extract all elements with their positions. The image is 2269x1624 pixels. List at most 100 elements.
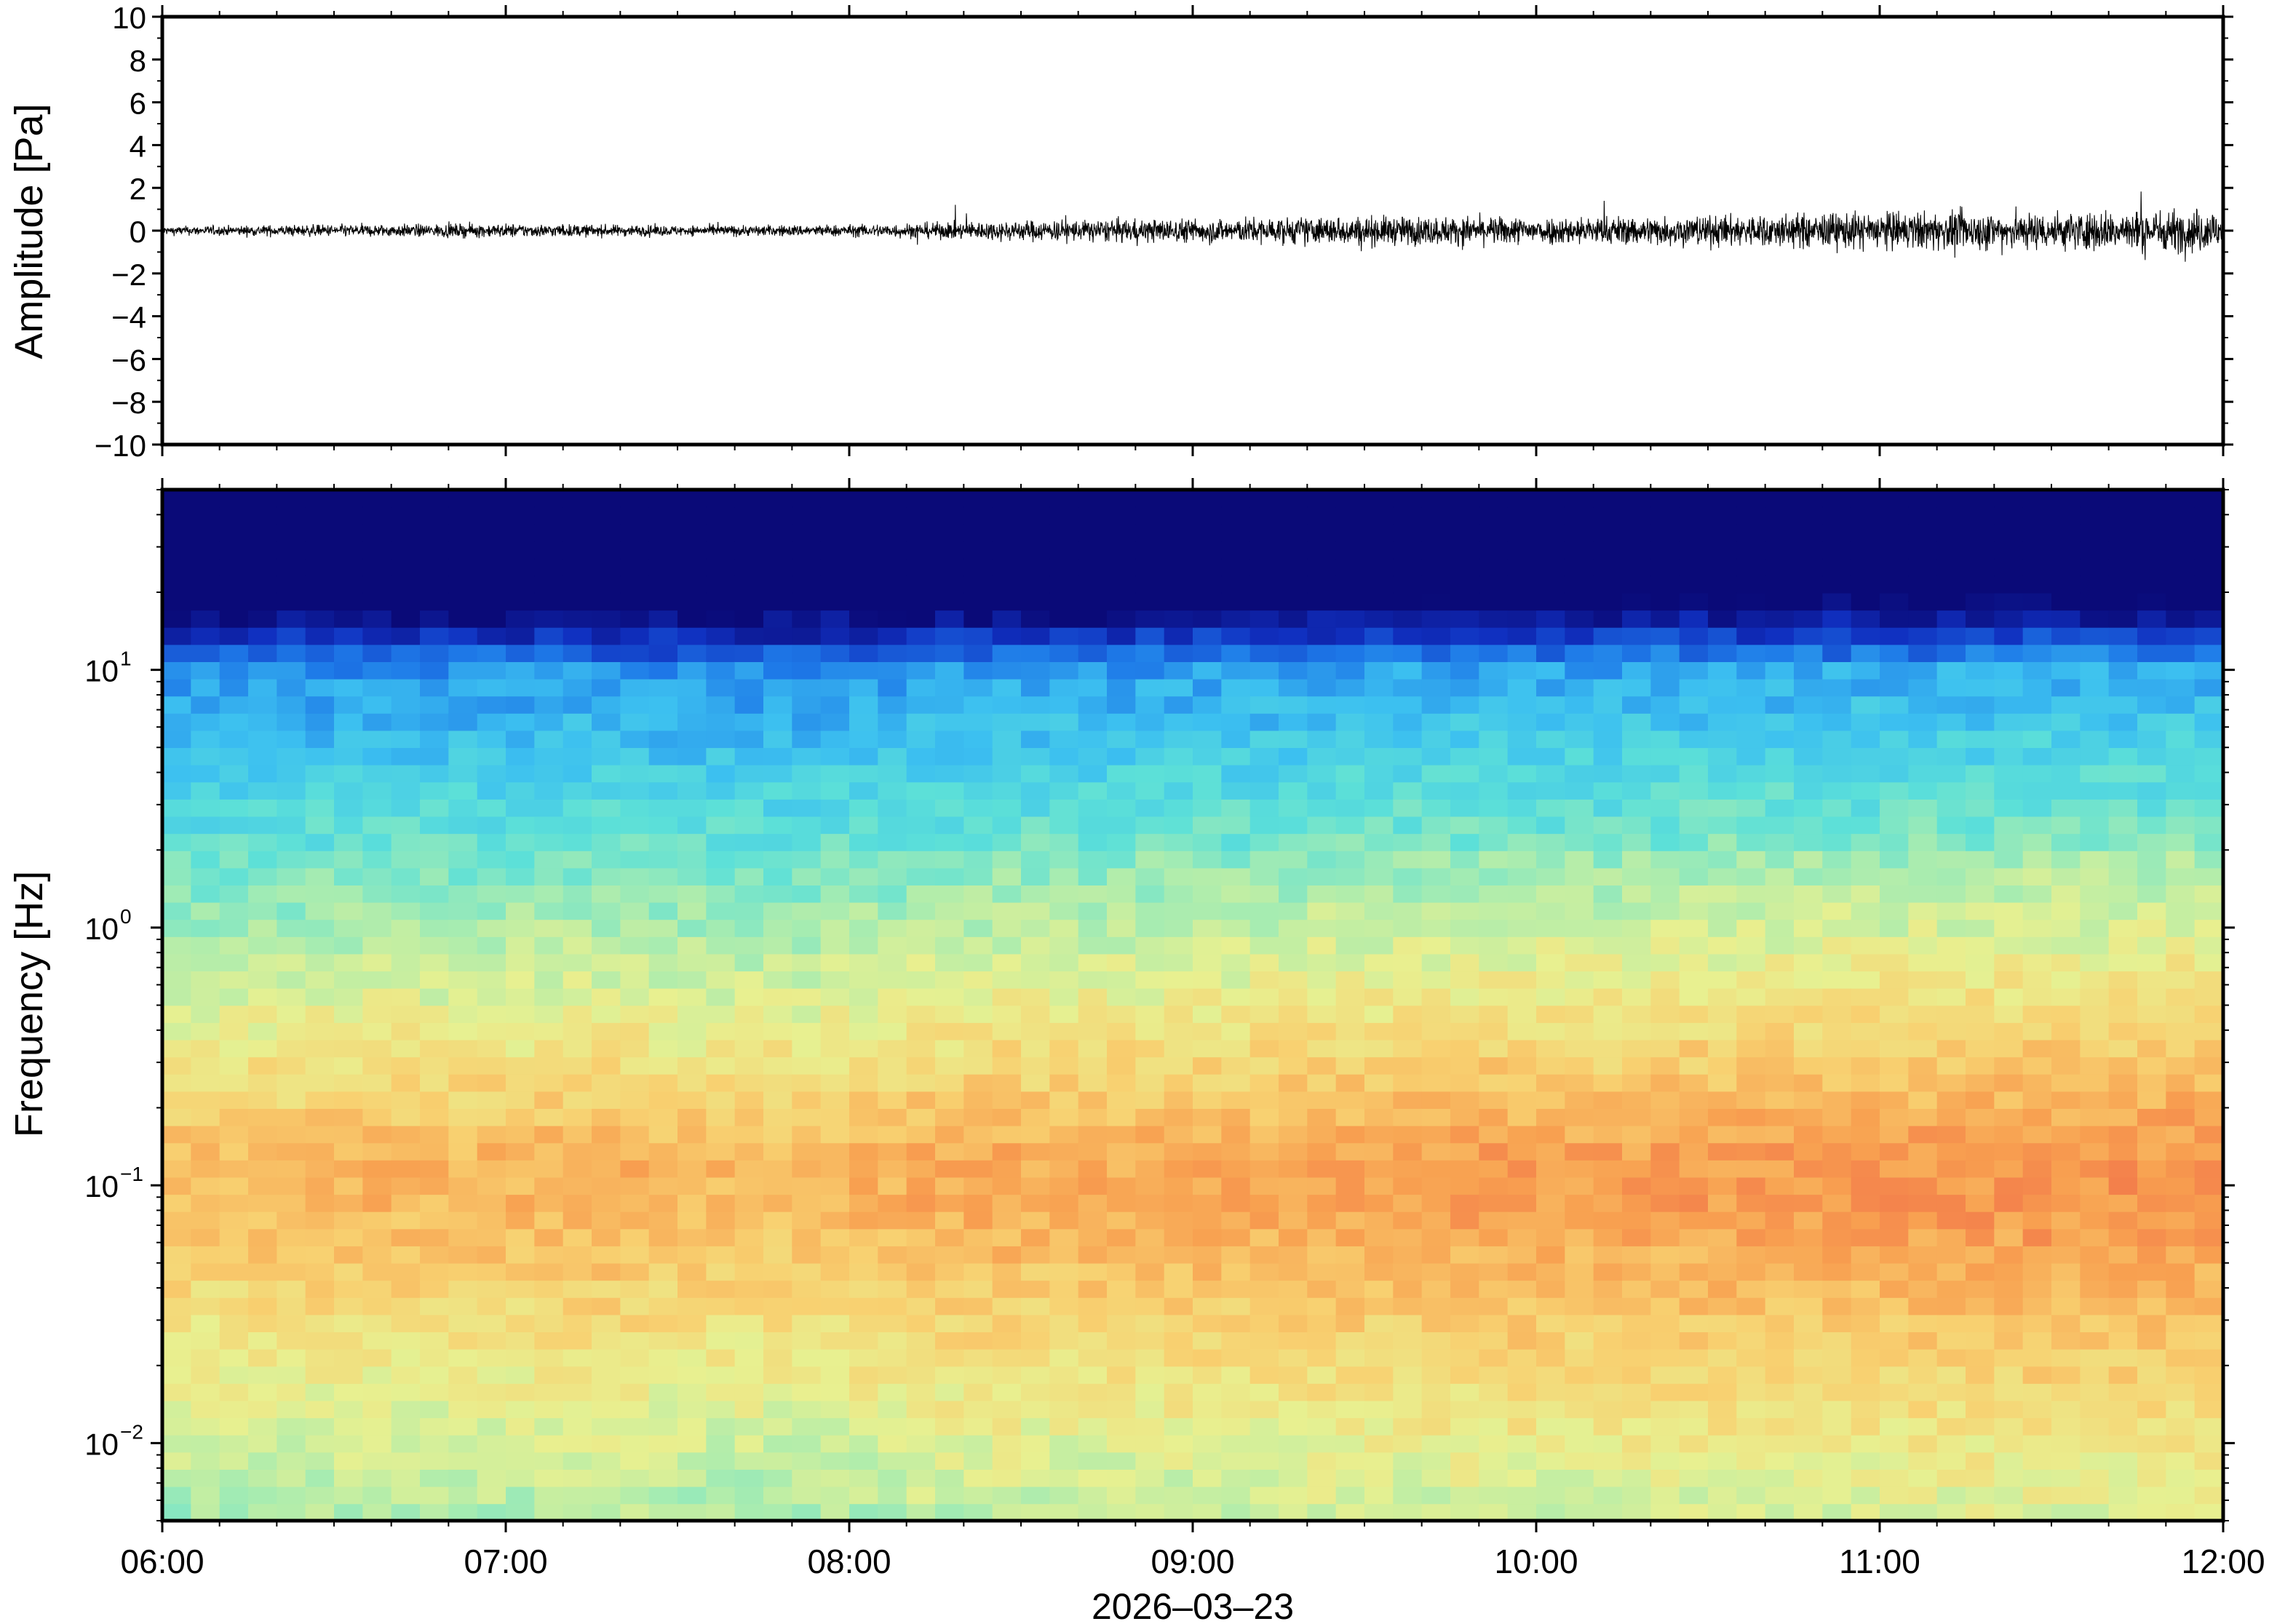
spectrogram-cell <box>906 1280 936 1298</box>
spectrogram-cell <box>792 1383 822 1401</box>
spectrogram-cell <box>1479 713 1509 731</box>
spectrogram-cell <box>935 781 965 800</box>
spectrogram-cell <box>1622 1091 1652 1109</box>
spectrogram-cell <box>1679 1280 1709 1298</box>
spectrogram-cell <box>1164 1108 1193 1126</box>
spectrogram-cell <box>1450 1194 1480 1212</box>
spectrogram-cell <box>506 1400 536 1419</box>
spectrogram-cell <box>2051 592 2081 611</box>
spectrogram-cell <box>1021 816 1051 835</box>
spectrogram-cell <box>1450 747 1480 765</box>
spectrogram-cell <box>1593 1039 1623 1058</box>
spectrogram-cell <box>420 799 450 817</box>
spectrogram-cell <box>2137 1486 2167 1505</box>
spectrogram-cell <box>1221 1262 1251 1281</box>
spectrogram-cell <box>1021 1486 1051 1505</box>
spectrogram-cell <box>334 1246 364 1264</box>
spectrogram-cell <box>2022 1211 2052 1230</box>
spectrogram-cell <box>992 678 1022 697</box>
spectrogram-cell <box>1794 971 1824 989</box>
spectrogram-cell <box>763 987 793 1006</box>
spectrogram-cell <box>792 833 822 851</box>
spectrogram-cell <box>1679 1039 1709 1058</box>
spectrogram-cell <box>792 1297 822 1315</box>
spectrogram-cell <box>1679 850 1709 869</box>
time-x-tick-label: 09:00 <box>1151 1543 1234 1580</box>
spectrogram-cell <box>277 1211 306 1230</box>
spectrogram-cell <box>706 971 736 989</box>
spectrogram-cell <box>706 490 736 508</box>
spectrogram-cell <box>620 1332 650 1350</box>
spectrogram-cell <box>1679 1211 1709 1230</box>
spectrogram-cell <box>277 576 306 594</box>
amplitude-y-tick-label: 6 <box>130 87 146 121</box>
spectrogram-cell <box>162 1383 192 1401</box>
spectrogram-cell <box>820 1039 850 1058</box>
spectrogram-cell <box>1880 558 1910 576</box>
spectrogram-cell <box>1966 678 1995 697</box>
spectrogram-cell <box>763 1228 793 1246</box>
spectrogram-cell <box>1135 1142 1165 1161</box>
spectrogram-cell <box>763 1211 793 1230</box>
spectrogram-cell <box>1450 867 1480 885</box>
spectrogram-cell <box>849 696 879 714</box>
spectrogram-cell <box>1335 1434 1365 1453</box>
spectrogram-cell <box>1936 919 1966 937</box>
spectrogram-cell <box>563 1280 592 1298</box>
spectrogram-cell <box>1708 1142 1738 1161</box>
spectrogram-cell <box>162 850 192 869</box>
spectrogram-cell <box>2166 696 2196 714</box>
spectrogram-cell <box>1107 696 1137 714</box>
spectrogram-cell <box>1049 1262 1079 1281</box>
spectrogram-cell <box>677 678 707 697</box>
spectrogram-cell <box>734 524 764 542</box>
spectrogram-cell <box>1507 1366 1537 1384</box>
spectrogram-cell <box>563 1486 592 1505</box>
spectrogram-cell <box>1364 850 1394 869</box>
spectrogram-cell <box>506 1366 536 1384</box>
spectrogram-cell <box>2080 576 2110 594</box>
spectrogram-cell <box>935 1486 965 1505</box>
spectrogram-cell <box>592 626 621 645</box>
spectrogram-cell <box>1936 1486 1966 1505</box>
spectrogram-cell <box>592 919 621 937</box>
spectrogram-cell <box>1221 901 1251 920</box>
spectrogram-cell <box>1908 506 1938 525</box>
spectrogram-cell <box>248 919 278 937</box>
spectrogram-cell <box>2022 644 2052 662</box>
spectrogram-cell <box>2137 558 2167 576</box>
spectrogram-cell <box>1221 953 1251 972</box>
spectrogram-cell <box>1164 541 1193 560</box>
spectrogram-cell <box>277 661 306 680</box>
spectrogram-cell <box>1450 1469 1480 1487</box>
spectrogram-cell <box>2022 1366 2052 1384</box>
spectrogram-cell <box>648 576 678 594</box>
spectrogram-cell <box>1364 987 1394 1006</box>
spectrogram-cell <box>1880 850 1910 869</box>
spectrogram-cell <box>1221 850 1251 869</box>
spectrogram-cell <box>734 1005 764 1023</box>
spectrogram-cell <box>592 1332 621 1350</box>
spectrogram-cell <box>706 1332 736 1350</box>
spectrogram-cell <box>2022 1194 2052 1212</box>
spectrogram-cell <box>2166 1332 2196 1350</box>
spectrogram-cell <box>1650 696 1680 714</box>
spectrogram-cell <box>420 661 450 680</box>
spectrogram-cell <box>706 626 736 645</box>
spectrogram-cell <box>448 1211 478 1230</box>
spectrogram-cell <box>1107 1228 1137 1246</box>
spectrogram-cell <box>219 1332 249 1350</box>
spectrogram-cell <box>1565 1314 1594 1333</box>
spectrogram-cell <box>1679 1469 1709 1487</box>
spectrogram-cell <box>677 1262 707 1281</box>
spectrogram-cell <box>448 644 478 662</box>
spectrogram-cell <box>1994 558 2024 576</box>
spectrogram-cell <box>1936 1314 1966 1333</box>
spectrogram-cell <box>1249 1452 1279 1470</box>
spectrogram-cell <box>1765 816 1795 835</box>
spectrogram-cell <box>1536 1348 1566 1367</box>
spectrogram-cell <box>792 987 822 1006</box>
spectrogram-cell <box>1021 764 1051 783</box>
spectrogram-cell <box>362 1211 392 1230</box>
spectrogram-cell <box>162 1108 192 1126</box>
